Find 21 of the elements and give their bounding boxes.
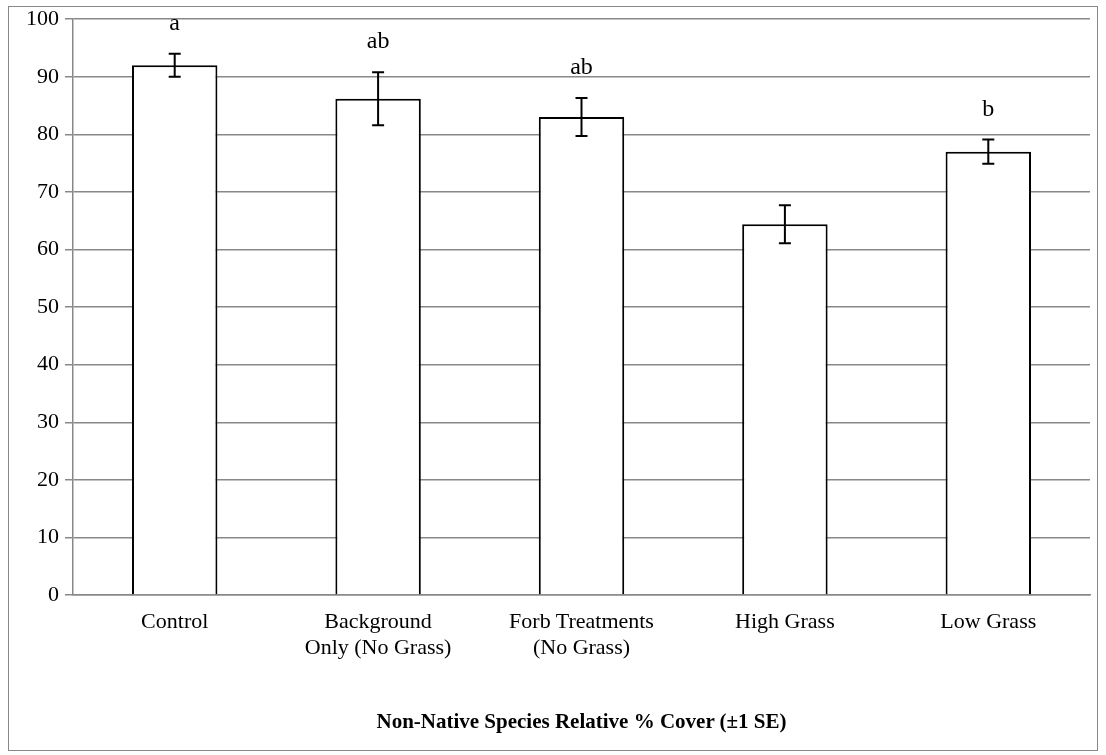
y-tick-label: 90 <box>37 62 59 88</box>
x-tick-label: High Grass <box>735 607 835 633</box>
x-tick-label: Control <box>141 607 209 633</box>
x-axis-title: Non-Native Species Relative % Cover (±1 SE) <box>376 708 787 733</box>
y-tick-label: 40 <box>37 350 59 376</box>
x-tick-label: Low Grass <box>940 607 1037 633</box>
y-tick-label: 0 <box>48 580 59 606</box>
annotation: a <box>169 9 181 36</box>
y-tick-label: 100 <box>26 4 59 30</box>
x-tick-label: Background Only (No Grass) <box>304 607 452 660</box>
y-tick-label: 20 <box>37 465 59 491</box>
y-tick-label: 30 <box>37 408 59 434</box>
annotation: b <box>982 94 995 121</box>
y-tick-label: 60 <box>37 235 59 261</box>
y-tick-label: 70 <box>37 177 59 203</box>
y-tick-label: 10 <box>37 523 59 549</box>
x-tick-label: Forb Treatments (No Grass) <box>509 607 654 660</box>
y-tick-label: 80 <box>37 120 59 146</box>
y-tick-label: 50 <box>37 292 59 318</box>
annotation: ab <box>570 53 593 80</box>
annotation: ab <box>366 27 390 54</box>
